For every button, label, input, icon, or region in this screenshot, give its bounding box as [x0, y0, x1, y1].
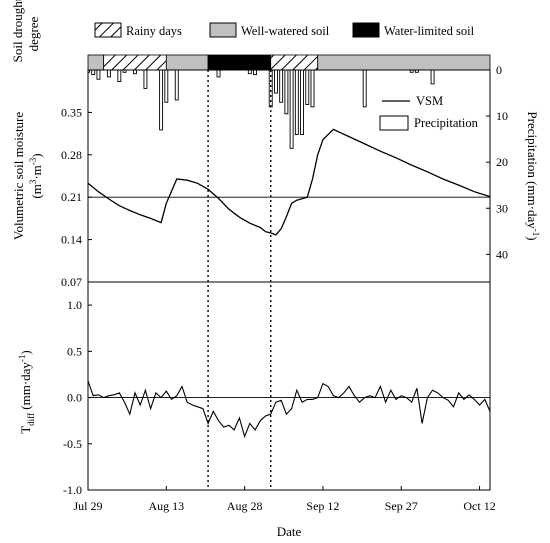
soil-segment-2	[165, 54, 209, 71]
vsm-ytick-label: 0.35	[61, 105, 82, 119]
tdiff-ytick-label: 0.5	[67, 344, 82, 358]
date-xtick-label: Sep 27	[385, 499, 418, 513]
precip-bar	[216, 70, 221, 78]
vsm-ytick-label: 0.07	[61, 275, 82, 289]
precip-bar	[305, 70, 310, 106]
precip-bar	[117, 70, 122, 82]
tdiff-ytick-label: -1.0	[63, 483, 82, 497]
date-xtick-label: Aug 13	[148, 499, 184, 513]
precip-bar	[174, 70, 179, 101]
precip-bar	[279, 70, 284, 103]
precip-bar	[300, 70, 305, 135]
precip-ytick-label: 0	[496, 63, 502, 77]
soil-legend-swatch-0	[94, 22, 122, 38]
vsm-ytick-label: 0.14	[61, 233, 82, 247]
precip-bar	[247, 70, 252, 75]
precipitation-bars	[88, 70, 435, 149]
soil-segment-3	[207, 54, 272, 71]
bottom-panel-frame	[87, 281, 491, 491]
soil-degree-strip	[87, 54, 491, 71]
date-x-ticks: Jul 29 Aug 13 Aug 28 Sep 12 Sep 27 Oct 12	[73, 486, 496, 513]
precip-ytick-label: 40	[496, 247, 508, 261]
tdiff-line	[88, 380, 490, 439]
precip-bar	[122, 70, 127, 73]
precip-bar	[273, 70, 278, 94]
precip-ytick-label: 20	[496, 155, 508, 169]
soil-degree-label-1: Soil drought	[10, 0, 25, 62]
tdiff-line-group	[88, 380, 490, 439]
vsm-ylabel: Volumetric soil moisture	[11, 112, 26, 241]
precip-bar	[143, 70, 148, 89]
vsm-line	[88, 128, 490, 236]
precip-bar	[88, 70, 90, 73]
vsm-y-ticks: 0.07 0.14 0.21 0.28 0.35	[61, 105, 92, 289]
soil-degree-label-2: degree	[26, 16, 41, 51]
precip-bar	[294, 70, 299, 135]
precip-bar	[414, 70, 419, 73]
soil-segment-4	[270, 54, 319, 71]
legend-vsm-label: VSM	[416, 94, 443, 108]
precip-bar	[284, 70, 289, 115]
precip-bar	[106, 70, 111, 78]
legend-precip-swatch	[379, 115, 409, 131]
precip-bar	[164, 70, 169, 103]
precip-bar	[409, 70, 414, 73]
date-xlabel: Date	[277, 524, 302, 539]
precip-bar	[253, 70, 258, 76]
tdiff-ylabel: Tdiff (mm·day-1)	[17, 350, 36, 434]
soil-legend-label-0: Rainy days	[126, 24, 182, 38]
vsm-ytick-label: 0.28	[61, 148, 82, 162]
soil-segment-1	[103, 54, 167, 71]
tdiff-y-ticks: -1.0 -0.5 0.0 0.5 1.0	[63, 298, 92, 497]
vsm-legend: VSM Precipitation	[379, 94, 479, 131]
precip-bar	[362, 70, 367, 108]
legend-precip-label: Precipitation	[414, 116, 479, 130]
vsm-ylabel-main: Volumetric soil moisture	[11, 112, 26, 241]
soil-legend-label-1: Well-watered soil	[241, 24, 330, 38]
precip-bar	[289, 70, 294, 149]
soil-legend-swatch-1	[209, 22, 237, 38]
tdiff-ytick-label: 1.0	[67, 298, 82, 312]
vsm-ytick-label: 0.21	[61, 190, 82, 204]
soil-legend-swatch-2	[352, 22, 380, 38]
precip-y-ticks: 0 10 20 30 40	[486, 63, 508, 261]
soil-segment-5	[317, 54, 491, 71]
soil-legend-label-2: Water-limited soil	[384, 24, 475, 38]
precip-bar	[91, 70, 96, 76]
soil-degree-legend: Rainy days Well-watered soil Water-limited…	[94, 22, 475, 38]
precip-ylabel: Precipitation (mm·day-1)	[525, 111, 541, 240]
date-xtick-label: Aug 28	[227, 499, 263, 513]
precip-bar	[159, 70, 164, 131]
vsm-ylabel-unit: (m3·m-3)	[28, 153, 44, 198]
precip-bar	[133, 70, 137, 75]
soil-segment-0	[87, 54, 105, 71]
vsm-line-group	[88, 128, 490, 236]
precip-bar	[310, 70, 315, 108]
date-xtick-label: Sep 12	[306, 499, 339, 513]
date-xtick-label: Jul 29	[73, 499, 102, 513]
tdiff-ytick-label: 0.0	[67, 391, 82, 405]
vsm-precip-panel: 0.07 0.14 0.21 0.28 0.35 0 10 20 30 40 VSM Precip…	[11, 63, 541, 289]
date-xtick-label: Oct 12	[463, 499, 495, 513]
precip-bar	[96, 70, 101, 80]
precip-ytick-label: 30	[496, 201, 508, 215]
event-lines	[207, 70, 272, 490]
tdiff-panel: -1.0 -0.5 0.0 0.5 1.0 Jul 29 Aug 13 Aug 28 Sep …	[17, 281, 496, 539]
precip-ytick-label: 10	[496, 109, 508, 123]
precip-bar	[430, 70, 435, 85]
tdiff-ytick-label: -0.5	[63, 437, 82, 451]
